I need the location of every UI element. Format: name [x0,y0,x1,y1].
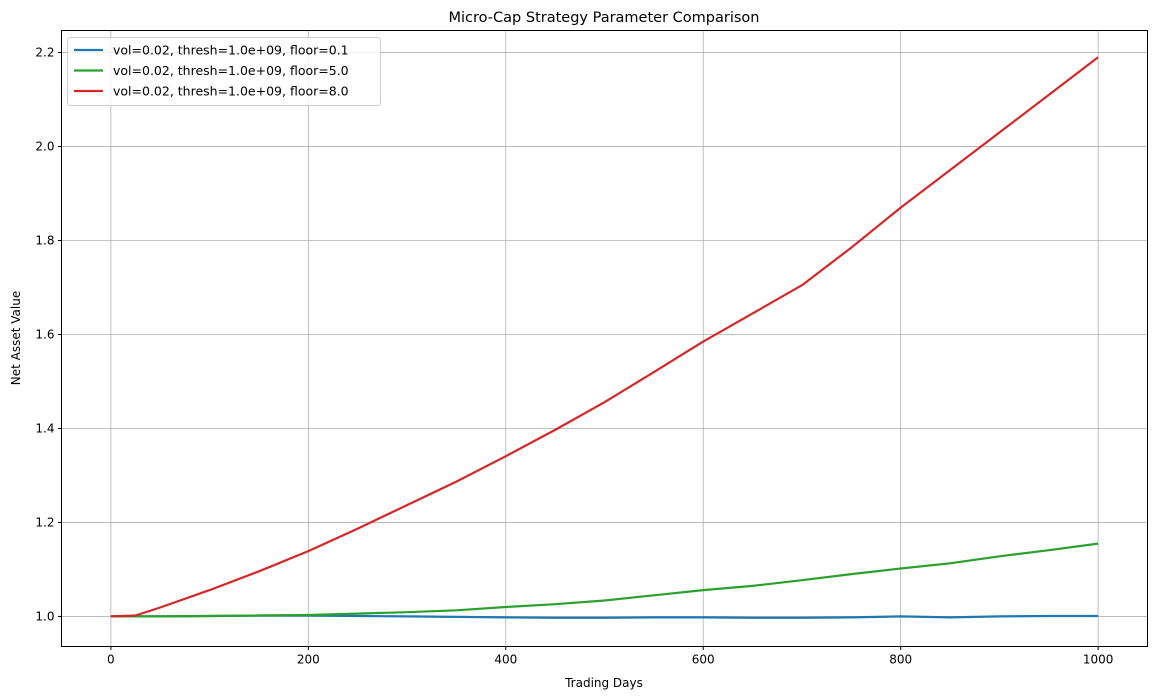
series-lines [110,56,1099,619]
x-axis-label: Trading Days [564,676,643,690]
x-tick-label: 0 [107,653,115,667]
y-tick-label: 1.4 [35,421,54,435]
legend-entry: vol=0.02, thresh=1.0e+09, floor=8.0 [113,84,349,99]
chart-title: Micro-Cap Strategy Parameter Comparison [449,10,760,26]
legend: vol=0.02, thresh=1.0e+09, floor=0.1 vol=0… [67,37,381,106]
y-tick-label: 1.8 [35,234,54,248]
x-tick-label: 600 [692,653,715,667]
y-tick-label: 1.0 [35,609,54,623]
x-tick-label: 1000 [1083,653,1114,667]
y-tick-label: 2.2 [35,46,54,60]
x-tick-label: 800 [889,653,912,667]
y-tick-label: 1.2 [35,515,54,529]
y-tick-label: 2.0 [35,140,54,154]
grid [61,30,1148,647]
x-tick-label: 200 [297,653,320,667]
x-tick-label: 400 [494,653,517,667]
y-axis-label: Net Asset Value [9,291,23,385]
y-tick-label: 1.6 [35,328,54,342]
y-axis: 1.0 1.2 1.4 1.6 1.8 2.0 2.2 [35,46,62,623]
legend-box [67,37,381,106]
legend-entry: vol=0.02, thresh=1.0e+09, floor=0.1 [113,43,349,58]
plot-frame [61,30,1148,647]
series-line-2 [110,56,1099,618]
series-line-1 [110,542,1099,618]
legend-entry: vol=0.02, thresh=1.0e+09, floor=5.0 [113,63,349,78]
x-axis: 0 200 400 600 800 1000 [107,646,1114,667]
